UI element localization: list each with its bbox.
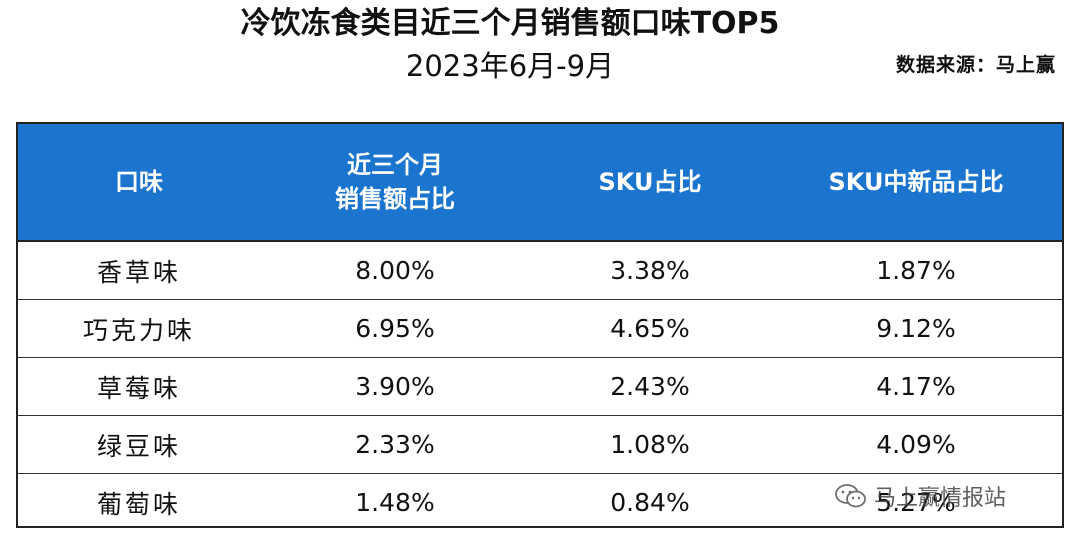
cell-sku-share: 2.43% [530,357,770,416]
header-sku-share-text: SKU占比 [598,168,702,196]
cell-sku-share: 4.65% [530,299,770,358]
flavor-table: 口味 近三个月 销售额占比 SKU占比 SKU中新品占比 香草味 8.00% 3… [16,122,1064,528]
table-body: 香草味 8.00% 3.38% 1.87% 巧克力味 6.95% 4.65% 9… [18,241,1062,527]
header-new-sku-share: SKU中新品占比 [770,124,1062,242]
page-title: 冷饮冻食类目近三个月销售额口味TOP5 [240,6,780,41]
cell-sku-share: 0.84% [610,488,690,517]
table-row: 绿豆味 2.33% 1.08% 4.09% [18,415,1062,474]
watermark-text: 马上赢情报站 [874,486,1007,511]
table-header: 口味 近三个月 销售额占比 SKU占比 SKU中新品占比 [18,124,1062,242]
header-sales-share-line1: 近三个月 [347,151,443,179]
cell-flavor: 巧克力味 [18,299,260,358]
cell-sales-share: 3.90% [260,357,530,416]
cell-new-sku-share: 4.09% [770,415,1062,474]
table-row: 葡萄味 1.48% 0.84% 5.27% [18,474,1062,527]
cell-new-sku-share: 1.87% [770,241,1062,300]
wechat-icon [834,483,868,509]
watermark: 马上赢情报站 [834,480,1006,512]
header-flavor-text: 口味 [115,168,163,196]
cell-new-sku-share: 9.12% [770,299,1062,358]
flavor-table-grid: 口味 近三个月 销售额占比 SKU占比 SKU中新品占比 香草味 8.00% 3… [18,124,1062,527]
header-sku-share: SKU占比 [530,124,770,242]
cell-new-sku-share: 5.27% [876,488,956,517]
header-flavor: 口味 [18,124,260,242]
cell-flavor: 绿豆味 [18,415,260,474]
cell-flavor: 草莓味 [18,357,260,416]
table-row: 草莓味 3.90% 2.43% 4.17% [18,357,1062,416]
cell-sales-share: 8.00% [260,241,530,300]
cell-flavor: 葡萄味 [96,489,181,519]
cell-sales-share: 2.33% [260,415,530,474]
table-row: 巧克力味 6.95% 4.65% 9.12% [18,299,1062,358]
header-new-sku-share-text: SKU中新品占比 [828,168,1004,196]
cell-sku-share: 1.08% [530,415,770,474]
cell-sales-share: 6.95% [260,299,530,358]
header-row: 口味 近三个月 销售额占比 SKU占比 SKU中新品占比 [18,124,1062,242]
page-subtitle: 2023年6月-9月 [405,49,615,83]
cell-sales-share: 1.48% [355,488,435,517]
cell-flavor: 香草味 [18,241,260,300]
header-sales-share: 近三个月 销售额占比 [260,124,530,242]
header-sales-share-line2: 销售额占比 [335,185,455,213]
table-row: 香草味 8.00% 3.38% 1.87% [18,241,1062,300]
data-source-label: 数据来源：马上赢 [895,54,1056,76]
cell-new-sku-share: 4.17% [770,357,1062,416]
cell-sku-share: 3.38% [530,241,770,300]
